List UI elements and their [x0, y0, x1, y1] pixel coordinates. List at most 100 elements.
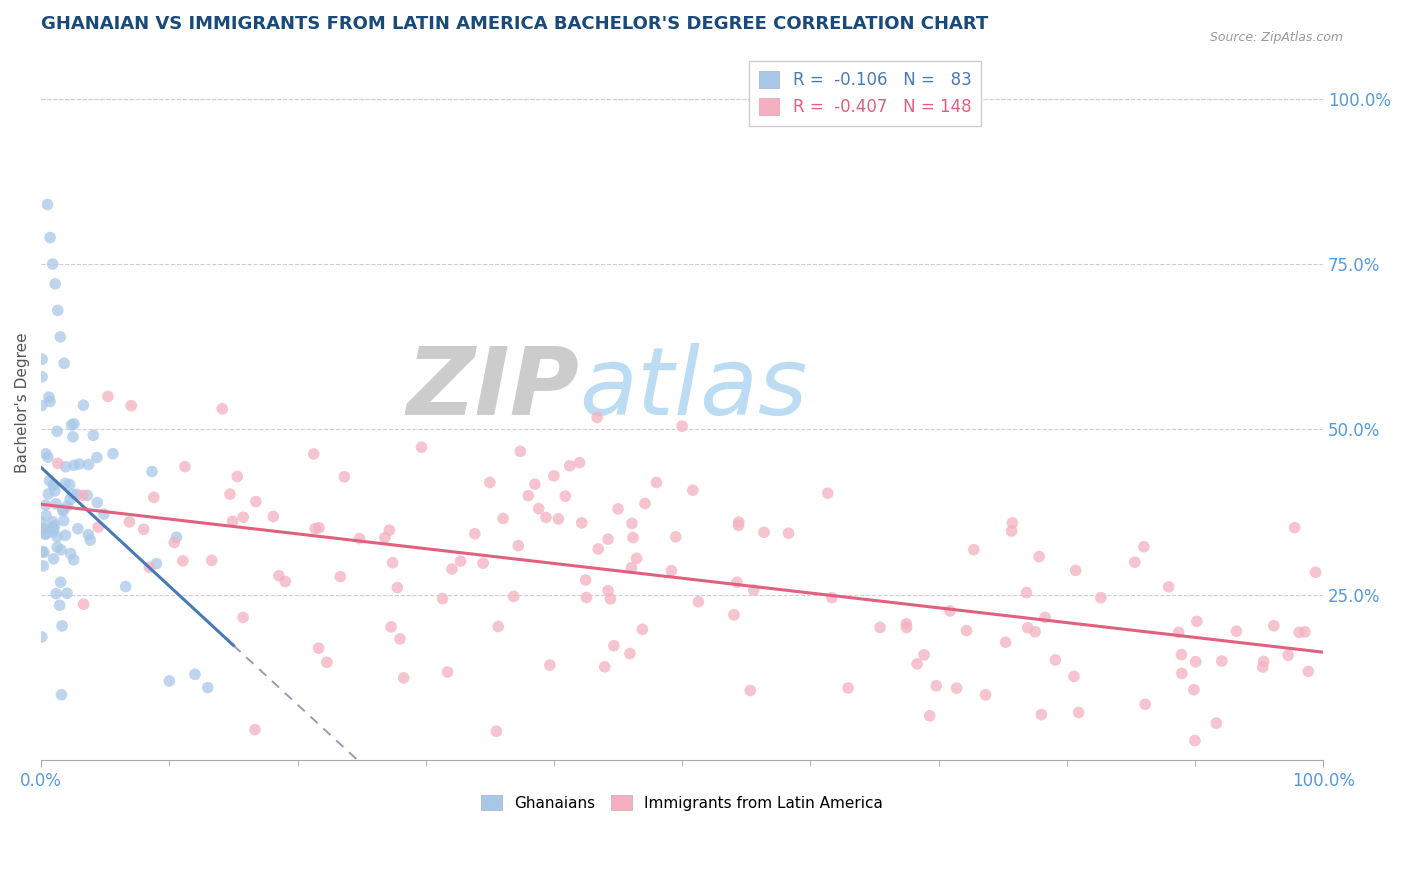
Point — [31, 399, 53, 413]
Point — [35, 508, 58, 523]
Point — [86, 495, 108, 509]
Point — [302, 447, 325, 461]
Point — [1171, 666, 1194, 681]
Point — [1017, 621, 1039, 635]
Point — [1033, 610, 1056, 624]
Point — [37, 487, 59, 501]
Point — [478, 475, 501, 490]
Point — [1170, 648, 1192, 662]
Point — [1167, 625, 1189, 640]
Point — [955, 624, 977, 638]
Point — [87, 520, 110, 534]
Point — [817, 486, 839, 500]
Legend: Ghanaians, Immigrants from Latin America: Ghanaians, Immigrants from Latin America — [475, 789, 890, 817]
Point — [621, 531, 644, 545]
Point — [939, 604, 962, 618]
Point — [918, 708, 941, 723]
Point — [86, 450, 108, 465]
Point — [1063, 669, 1085, 683]
Point — [388, 632, 411, 646]
Point — [76, 488, 98, 502]
Point — [329, 569, 352, 583]
Point — [599, 591, 621, 606]
Point — [243, 723, 266, 737]
Point — [374, 531, 396, 545]
Point — [72, 398, 94, 412]
Point — [527, 501, 550, 516]
Point — [35, 447, 58, 461]
Point — [44, 277, 66, 291]
Point — [619, 647, 641, 661]
Point — [42, 478, 65, 492]
Point — [221, 514, 243, 528]
Point — [1288, 625, 1310, 640]
Point — [1000, 524, 1022, 538]
Point — [1031, 707, 1053, 722]
Point — [1211, 654, 1233, 668]
Point — [994, 635, 1017, 649]
Point — [46, 456, 69, 470]
Point — [97, 389, 120, 403]
Point — [1296, 665, 1319, 679]
Point — [63, 458, 86, 473]
Point — [48, 599, 70, 613]
Point — [44, 519, 66, 533]
Point — [1284, 520, 1306, 534]
Point — [1253, 655, 1275, 669]
Point — [472, 556, 495, 570]
Text: ZIP: ZIP — [406, 343, 579, 434]
Point — [534, 510, 557, 524]
Point — [1135, 698, 1157, 712]
Point — [120, 399, 142, 413]
Point — [32, 545, 55, 559]
Point — [1205, 716, 1227, 731]
Point — [60, 418, 83, 433]
Point — [631, 623, 654, 637]
Point — [626, 551, 648, 566]
Point — [485, 724, 508, 739]
Point — [740, 683, 762, 698]
Point — [378, 523, 401, 537]
Point — [93, 507, 115, 521]
Point — [157, 673, 180, 688]
Point — [34, 498, 56, 512]
Point — [411, 440, 433, 454]
Point — [1263, 618, 1285, 632]
Point — [62, 553, 84, 567]
Point — [232, 610, 254, 624]
Point — [1184, 655, 1206, 669]
Point — [38, 474, 60, 488]
Point — [31, 369, 53, 384]
Point — [502, 590, 524, 604]
Point — [1157, 580, 1180, 594]
Point — [821, 591, 844, 605]
Point — [172, 554, 194, 568]
Point — [837, 681, 859, 695]
Point — [432, 591, 454, 606]
Point — [59, 547, 82, 561]
Point — [1182, 682, 1205, 697]
Point — [596, 532, 619, 546]
Y-axis label: Bachelor's Degree: Bachelor's Degree — [15, 333, 30, 474]
Point — [571, 516, 593, 530]
Point — [49, 542, 72, 557]
Point — [925, 679, 948, 693]
Point — [742, 582, 765, 597]
Point — [52, 514, 75, 528]
Point — [727, 515, 749, 529]
Point — [547, 512, 569, 526]
Text: GHANAIAN VS IMMIGRANTS FROM LATIN AMERICA BACHELOR'S DEGREE CORRELATION CHART: GHANAIAN VS IMMIGRANTS FROM LATIN AMERIC… — [41, 15, 988, 33]
Point — [30, 515, 52, 529]
Point — [42, 478, 65, 492]
Point — [46, 540, 69, 554]
Point — [53, 356, 76, 370]
Point — [1251, 660, 1274, 674]
Point — [145, 557, 167, 571]
Point — [620, 560, 643, 574]
Point — [1305, 566, 1327, 580]
Point — [517, 489, 540, 503]
Point — [31, 352, 53, 367]
Point — [51, 619, 73, 633]
Point — [63, 417, 86, 431]
Point — [974, 688, 997, 702]
